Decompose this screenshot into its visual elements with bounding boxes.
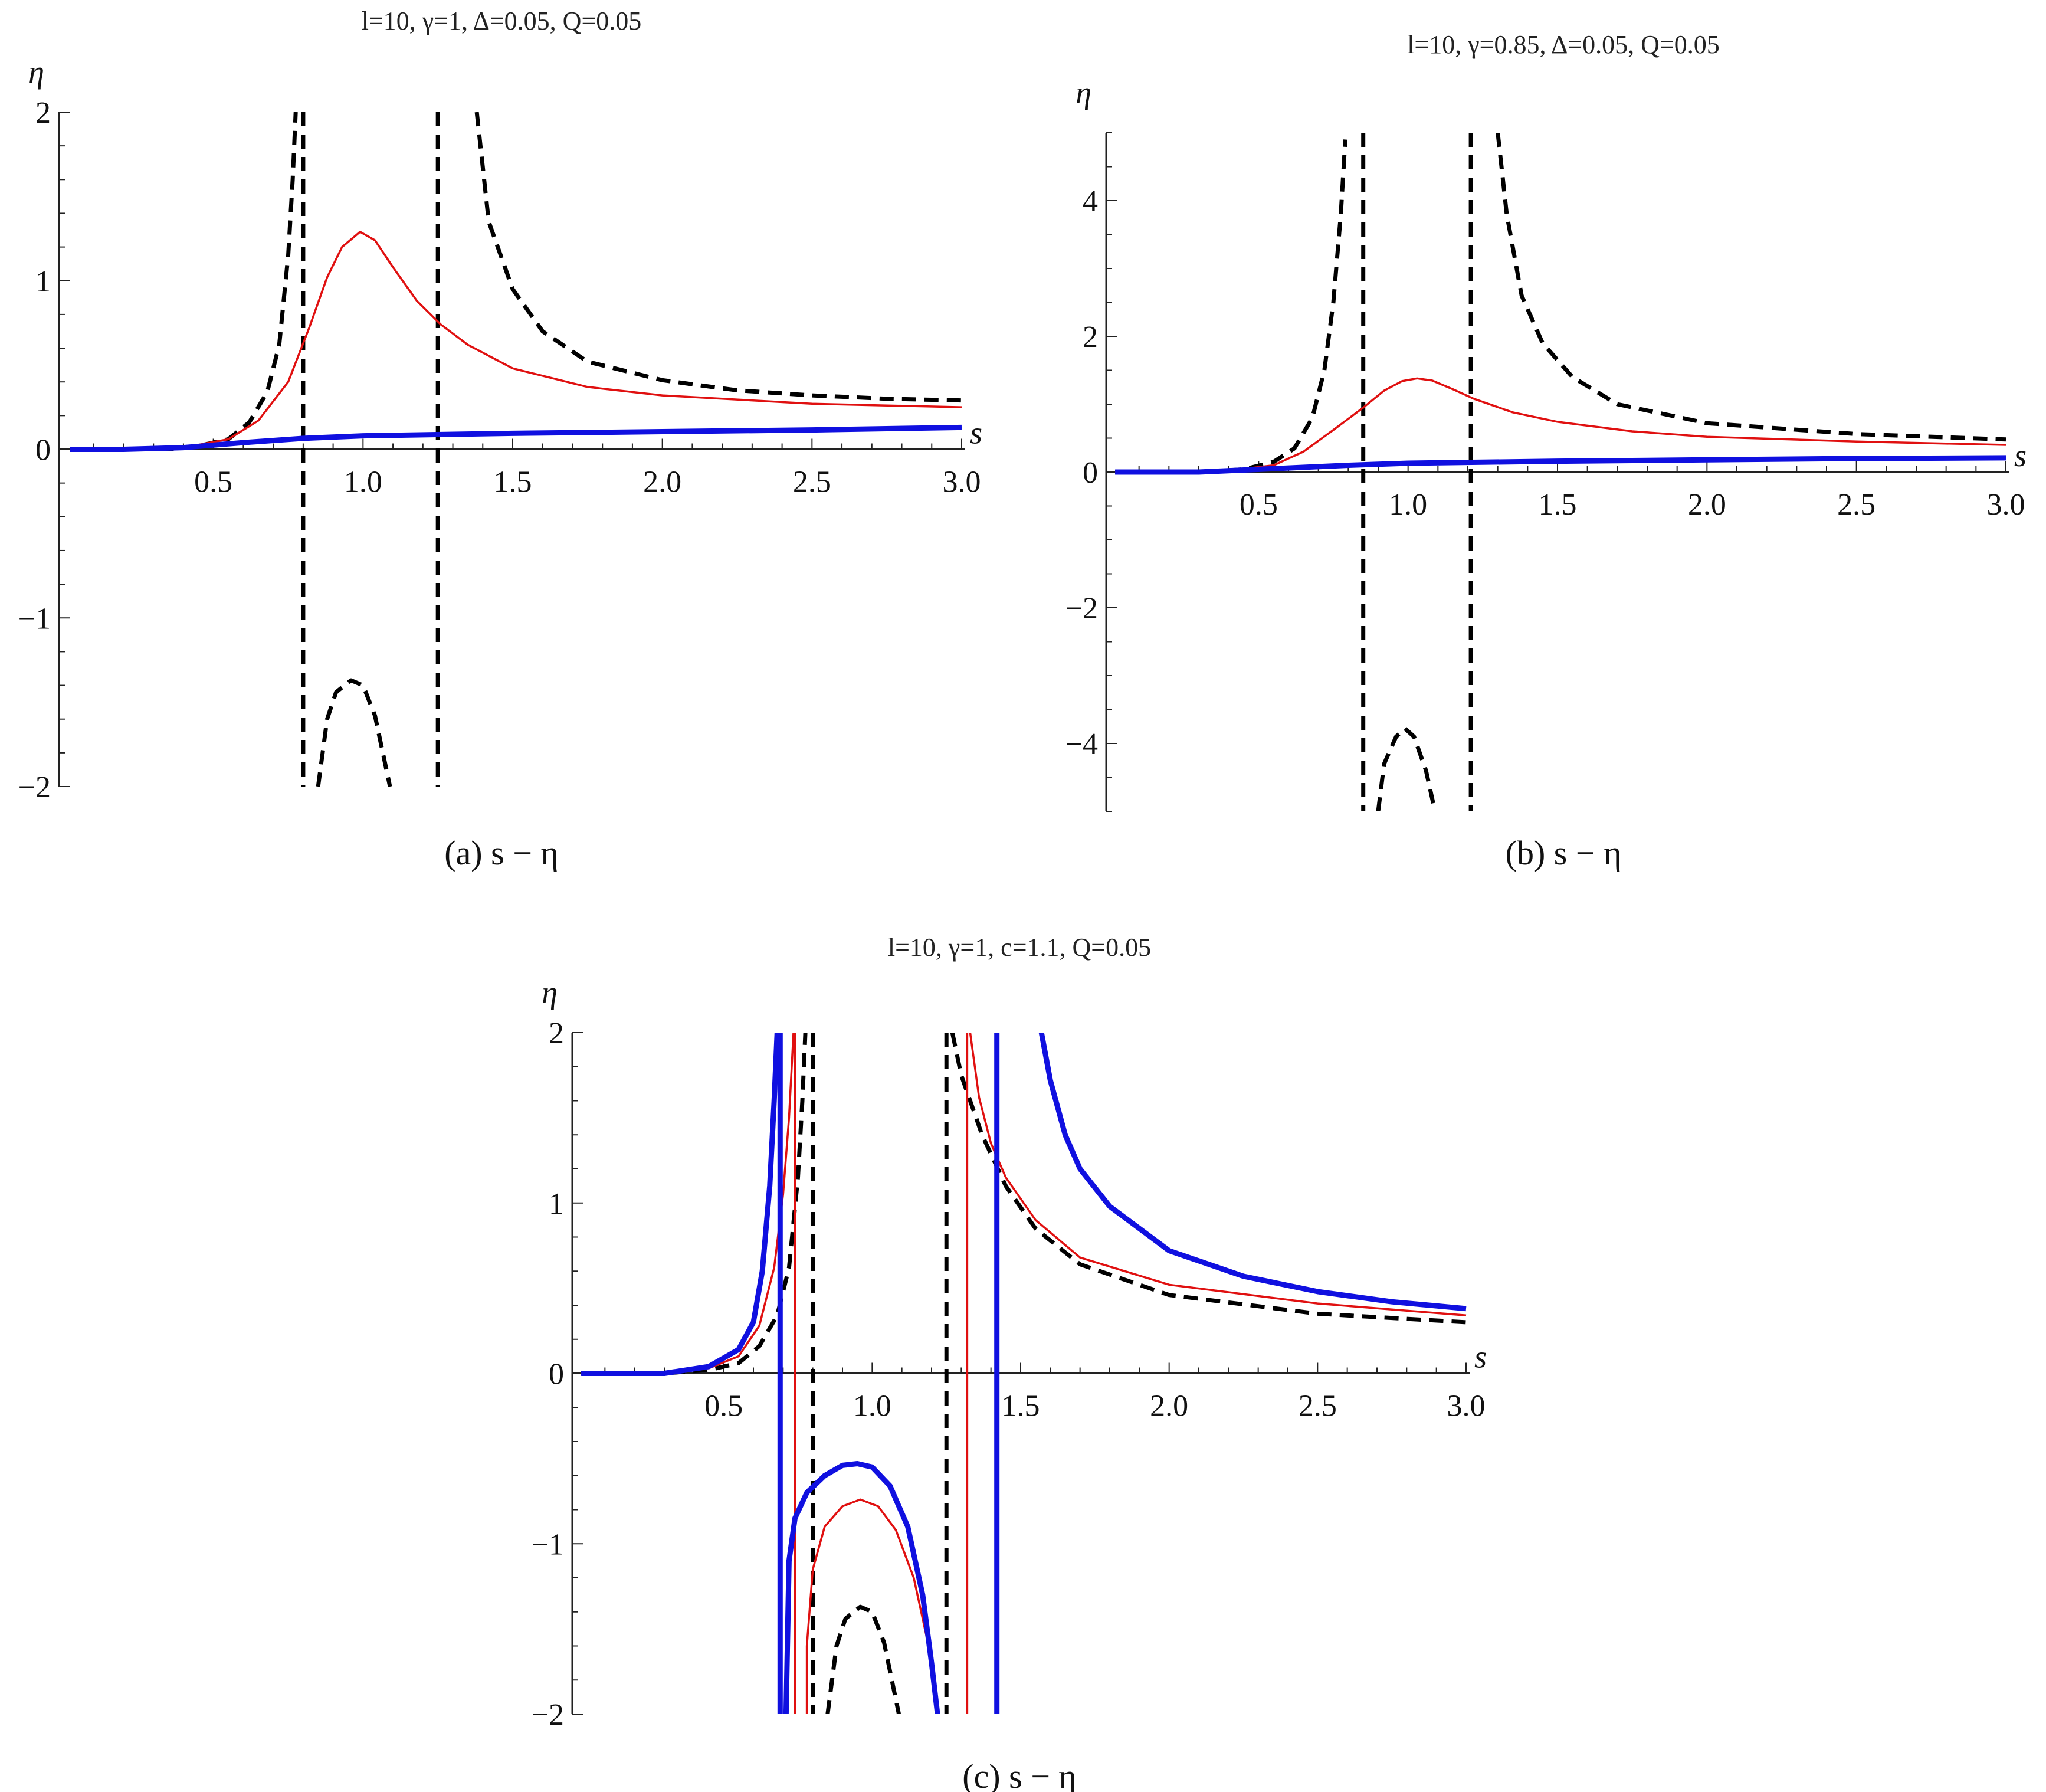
panel-b: l=10, γ=0.85, Δ=0.05, Q=0.05 0.5 1.0 1.5 2.0…: [1065, 30, 2027, 872]
series-line-blue: [1115, 455, 2006, 475]
plot-area: [581, 1033, 1467, 1714]
x-tick-label: 3.0: [1987, 488, 2025, 522]
x-tick-label: 2.5: [793, 466, 831, 499]
series-line-black-dashed: [1115, 139, 1347, 474]
y-tick-label: −2: [532, 1698, 564, 1732]
chart-title: l=10, γ=0.85, Δ=0.05, Q=0.05: [1407, 30, 1720, 59]
series-line-blue: [783, 1461, 940, 1714]
series-line-red: [805, 1498, 939, 1714]
x-tick-label: 1.0: [1389, 488, 1427, 522]
series-line-black-dashed: [316, 678, 392, 787]
x-tick-label: 0.5: [704, 1390, 743, 1423]
panel-caption: (b) s − η: [1506, 834, 1622, 872]
series-line-black-dashed: [950, 1033, 1467, 1325]
panel-c: l=10, γ=1, c=1.1, Q=0.05 0.5 1.0 1.5 2.0 2.5 3…: [532, 933, 1487, 1792]
y-tick-label: −2: [1065, 592, 1098, 625]
series-line-blue: [581, 1033, 780, 1376]
x-tick-label: 2.0: [1150, 1390, 1188, 1423]
panel-caption: (a) s − η: [444, 834, 558, 872]
y-tick-label: 2: [549, 1017, 564, 1050]
y-tick-label: 0: [549, 1358, 564, 1391]
x-tick-label: 2.5: [1299, 1390, 1337, 1423]
y-axis-label: η: [28, 54, 44, 90]
x-tick-label: 3.0: [1447, 1390, 1486, 1423]
x-tick-label: 1.5: [1539, 488, 1577, 522]
series-line-blue: [70, 424, 962, 452]
y-axis-label: η: [1076, 75, 1091, 110]
y-tick-label: 2: [1083, 320, 1098, 354]
x-tick-label: 3.0: [943, 466, 981, 499]
y-tick-label: −4: [1065, 728, 1098, 761]
x-axis-label: s: [1474, 1339, 1487, 1375]
x-tick-label: 0.5: [194, 466, 232, 499]
x-tick-label: 2.0: [643, 466, 681, 499]
series-line-black-dashed: [70, 112, 298, 451]
chart-title: l=10, γ=1, c=1.1, Q=0.05: [888, 933, 1151, 962]
series-line-black-dashed: [1376, 726, 1437, 811]
y-tick-label: 0: [1083, 456, 1098, 490]
series-line-red: [969, 1033, 1467, 1317]
x-tick-label: 2.5: [1837, 488, 1876, 522]
series-line-red: [1115, 377, 2006, 473]
y-tick-label: 2: [35, 96, 51, 130]
y-tick-label: 1: [35, 265, 51, 299]
series-line-red: [581, 1033, 795, 1375]
y-axis-label: η: [542, 975, 558, 1010]
x-tick-label: 1.0: [344, 466, 382, 499]
x-tick-label: 1.5: [494, 466, 532, 499]
plot-area: [70, 112, 962, 787]
series-line-blue: [1038, 1033, 1467, 1312]
y-tick-label: −1: [532, 1528, 564, 1561]
x-axis-label: s: [970, 415, 982, 451]
x-tick-label: 0.5: [1240, 488, 1278, 522]
y-tick-label: −2: [18, 771, 51, 804]
chart-title: l=10, γ=1, Δ=0.05, Q=0.05: [362, 6, 642, 35]
panel-a: l=10, γ=1, Δ=0.05, Q=0.05 0.5 1.0 1.5 2.0 2.5…: [18, 6, 982, 872]
y-tick-label: 1: [549, 1187, 564, 1221]
series-line-black-dashed: [581, 1033, 808, 1375]
plot-area: [1115, 133, 2006, 811]
x-axis-label: s: [2014, 438, 2027, 473]
x-tick-label: 1.5: [1002, 1390, 1040, 1423]
y-tick-label: −1: [18, 602, 51, 635]
series-line-black-dashed: [825, 1604, 901, 1714]
series-line-red: [70, 231, 962, 451]
x-tick-label: 2.0: [1688, 488, 1726, 522]
series-line-black-dashed: [474, 112, 962, 403]
x-tick-label: 1.0: [853, 1390, 891, 1423]
y-tick-label: 4: [1083, 185, 1098, 218]
series-line-black-dashed: [1496, 133, 2006, 442]
y-tick-label: 0: [35, 434, 51, 467]
panel-caption: (c) s − η: [962, 1757, 1076, 1792]
